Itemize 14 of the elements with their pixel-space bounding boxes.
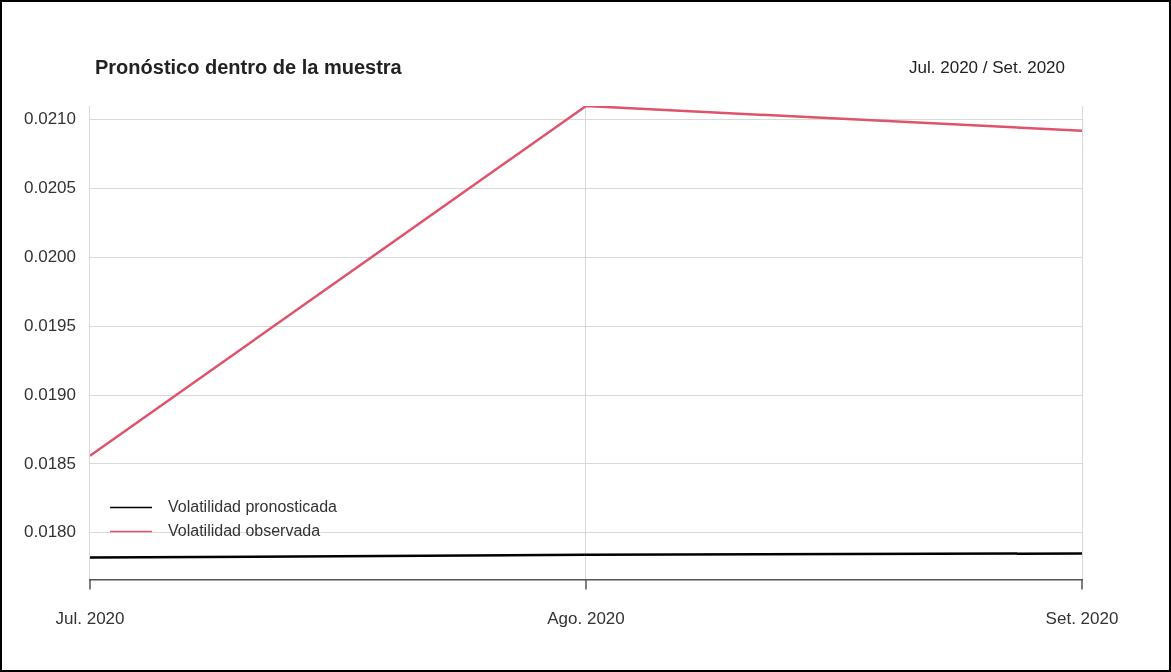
x-tick-label: Ago. 2020 — [547, 609, 625, 629]
x-tick-label: Jul. 2020 — [55, 609, 125, 629]
y-tick-label: 0.0200 — [24, 247, 76, 267]
legend-label: Volatilidad observada — [168, 522, 321, 540]
y-tick-label: 0.0185 — [24, 453, 76, 473]
y-tick-label: 0.0180 — [24, 522, 76, 542]
y-tick-label: 0.0210 — [24, 109, 76, 129]
chart-title: Pronóstico dentro de la muestra — [95, 56, 402, 79]
y-tick-label: 0.0195 — [24, 315, 76, 335]
chart-subtitle: Jul. 2020 / Set. 2020 — [909, 58, 1065, 78]
legend-label: Volatilidad pronosticada — [168, 498, 338, 516]
y-tick-label: 0.0205 — [24, 178, 76, 198]
y-tick-label: 0.0190 — [24, 384, 76, 404]
x-tick-label: Set. 2020 — [1045, 609, 1119, 629]
